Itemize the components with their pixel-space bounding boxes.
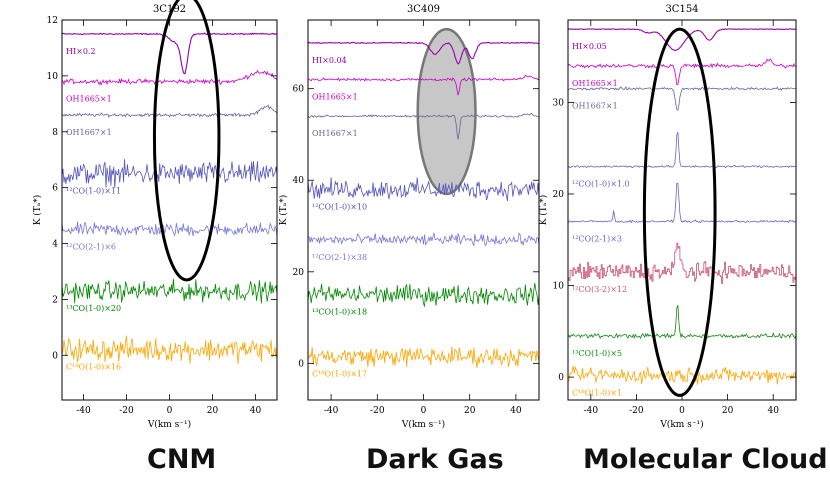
spectrum-label: C¹⁸O(1-0)×1 bbox=[572, 388, 622, 397]
spectrum-line bbox=[308, 74, 539, 96]
plot-frame bbox=[567, 19, 797, 401]
spectrum-line bbox=[62, 104, 277, 119]
spectrum-label: C¹⁸O(1-0)×16 bbox=[66, 363, 121, 372]
spectrum-line bbox=[568, 58, 796, 86]
traces bbox=[62, 32, 277, 364]
panel-3C154: 3C154 HI×0.05 OH1665×1 OH1667×1 ¹²CO(1-0)×1.… bbox=[538, 4, 797, 430]
y-axis-label: K (Tₐ*) bbox=[278, 195, 289, 226]
spectrum-line bbox=[568, 182, 796, 224]
y-tick-label: 4 bbox=[52, 240, 58, 250]
spectrum-line bbox=[308, 112, 539, 140]
spectrum-line bbox=[308, 41, 539, 65]
spectrum-line bbox=[568, 305, 796, 340]
x-axis-label: V(km s⁻¹) bbox=[147, 419, 191, 430]
spectrum-line bbox=[308, 177, 539, 202]
x-tick-label: -20 bbox=[629, 406, 644, 416]
x-axis-label: V(km s⁻¹) bbox=[659, 419, 703, 430]
spectrum-label: ¹²CO(1-0)×10 bbox=[312, 202, 367, 211]
highlight-ellipse bbox=[416, 27, 477, 196]
y-tick-label: 0 bbox=[52, 351, 58, 361]
spectrum-label: C¹⁸O(1-0)×17 bbox=[312, 370, 367, 379]
x-tick-label: -20 bbox=[370, 406, 385, 416]
spectrum-line bbox=[62, 335, 277, 364]
x-tick-label: 40 bbox=[510, 406, 522, 416]
x-tick-label: 0 bbox=[421, 406, 427, 416]
spectrum-label: OH1665×1 bbox=[312, 93, 358, 102]
spectrum-label: OH1667×1 bbox=[66, 128, 112, 137]
x-tick-label: 20 bbox=[722, 406, 734, 416]
y-tick-label: 10 bbox=[553, 282, 565, 292]
spectrum-line bbox=[568, 242, 796, 284]
x-axis-label: V(km s⁻¹) bbox=[401, 419, 445, 430]
y-tick-label: 12 bbox=[47, 16, 58, 26]
spectrum-label: OH1667×1 bbox=[572, 102, 618, 111]
spectrum-label: ¹²CO(2-1)×3 bbox=[572, 234, 622, 243]
spectrum-line bbox=[568, 86, 796, 111]
spectrum-line bbox=[62, 159, 277, 188]
caption-molecular-cloud: Molecular Cloud bbox=[583, 444, 828, 475]
spectrum-line bbox=[568, 365, 796, 385]
caption-dark-gas: Dark Gas bbox=[366, 444, 504, 475]
spectrum-label: OH1665×1 bbox=[572, 79, 618, 88]
y-tick-label: 40 bbox=[293, 176, 305, 186]
x-tick-label: 0 bbox=[679, 406, 685, 416]
spectrum-line bbox=[308, 282, 539, 308]
spectrum-line bbox=[62, 278, 277, 304]
y-tick-label: 0 bbox=[298, 359, 304, 369]
spectrum-label: ¹³CO(1-0)×5 bbox=[572, 349, 622, 358]
y-tick-label: 30 bbox=[553, 98, 565, 108]
highlight-ellipse bbox=[642, 27, 717, 397]
spectrum-line bbox=[62, 69, 277, 86]
spectrum-line bbox=[568, 28, 796, 51]
y-axis-label: K (Tₐ*) bbox=[32, 195, 43, 226]
spectrum-label: ¹³CO(1-0)×20 bbox=[66, 304, 121, 313]
y-tick-label: 10 bbox=[47, 72, 59, 82]
x-tick-label: 40 bbox=[250, 406, 262, 416]
spectrum-label: ¹²CO(1-0)×11 bbox=[66, 187, 121, 196]
spectrum-label: ¹²CO(2-1)×38 bbox=[312, 253, 367, 262]
panel-title: 3C409 bbox=[407, 4, 440, 15]
traces bbox=[568, 28, 796, 385]
x-tick-label: -40 bbox=[324, 406, 339, 416]
panel-title: 3C154 bbox=[665, 4, 698, 15]
spectrum-line bbox=[62, 32, 277, 75]
y-tick-label: 0 bbox=[558, 373, 564, 383]
caption-cnm: CNM bbox=[147, 444, 217, 475]
x-tick-label: -40 bbox=[584, 406, 599, 416]
highlight-ellipse bbox=[152, 0, 221, 282]
spectrum-label: HI×0.04 bbox=[312, 56, 347, 65]
y-tick-label: 20 bbox=[553, 190, 565, 200]
spectrum-line bbox=[308, 346, 539, 369]
panel-3C192: 3C192 HI×0.2 OH1665×1 OH1667×1 ¹²CO(1-0)×11 ¹… bbox=[32, 0, 278, 430]
y-tick-label: 8 bbox=[52, 128, 58, 138]
spectrum-line bbox=[568, 131, 796, 169]
y-tick-label: 2 bbox=[52, 295, 58, 305]
spectrum-label: HI×0.05 bbox=[572, 42, 607, 51]
y-tick-label: 20 bbox=[293, 268, 305, 278]
spectrum-label: ¹³CO(1-0)×18 bbox=[312, 308, 367, 317]
spectrum-label: OH1665×1 bbox=[66, 94, 112, 103]
traces bbox=[308, 41, 539, 369]
x-tick-label: -40 bbox=[76, 406, 91, 416]
spectrum-line bbox=[62, 221, 277, 237]
x-tick-label: 20 bbox=[464, 406, 476, 416]
spectrum-label: ¹²CO(3-2)×12 bbox=[572, 285, 627, 294]
panel-3C409: 3C409 HI×0.04 OH1665×1 OH1667×1 ¹²CO(1-0)×10… bbox=[278, 4, 540, 430]
y-tick-label: 6 bbox=[52, 184, 58, 194]
spectrum-label: ¹²CO(1-0)×1.0 bbox=[572, 180, 630, 189]
spectrum-label: OH1667×1 bbox=[312, 129, 358, 138]
spectrum-label: ¹²CO(2-1)×6 bbox=[66, 243, 116, 252]
panel-title: 3C192 bbox=[153, 4, 186, 15]
y-axis-label: K (Tₐ*) bbox=[538, 195, 549, 226]
spectrum-line bbox=[308, 232, 539, 248]
x-tick-label: -20 bbox=[119, 406, 134, 416]
x-tick-label: 0 bbox=[167, 406, 173, 416]
y-tick-label: 60 bbox=[293, 85, 305, 95]
x-tick-label: 20 bbox=[207, 406, 219, 416]
spectrum-label: HI×0.2 bbox=[66, 47, 96, 56]
x-tick-label: 40 bbox=[767, 406, 779, 416]
